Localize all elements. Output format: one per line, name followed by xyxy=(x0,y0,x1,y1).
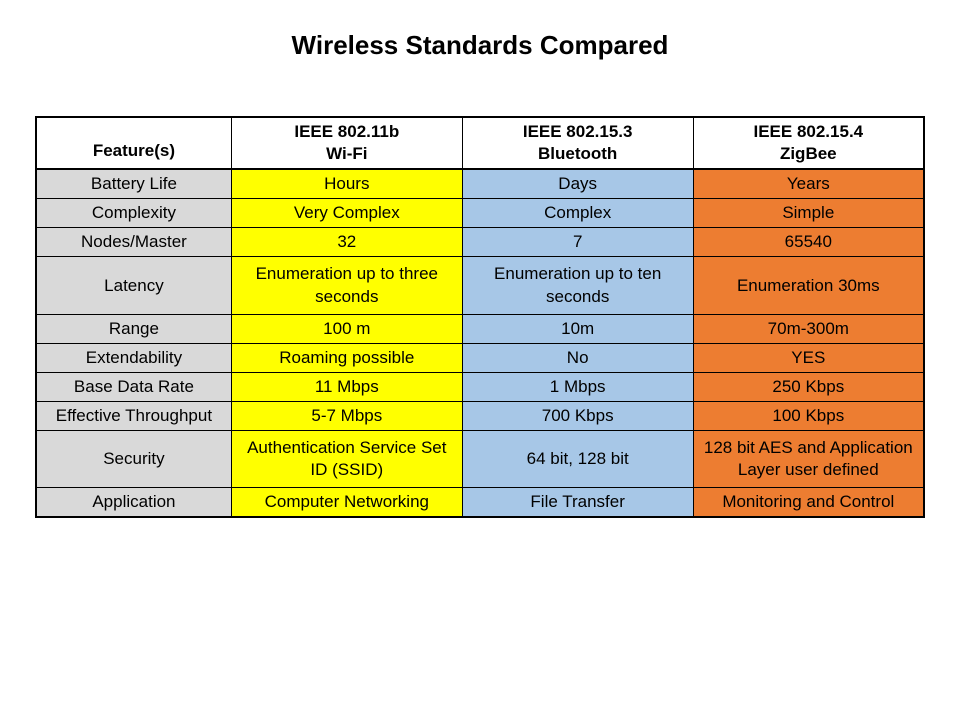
bluetooth-cell: 10m xyxy=(462,314,693,343)
bluetooth-cell: 1 Mbps xyxy=(462,372,693,401)
header-wifi-line2: Wi-Fi xyxy=(238,143,456,165)
feature-cell: Extendability xyxy=(36,343,231,372)
header-wifi-line1: IEEE 802.11b xyxy=(238,121,456,143)
zigbee-cell: Enumeration 30ms xyxy=(693,257,924,314)
wifi-cell: Enumeration up to three seconds xyxy=(231,257,462,314)
bluetooth-cell: No xyxy=(462,343,693,372)
table-row: Nodes/Master32765540 xyxy=(36,228,924,257)
table-row: Range100 m10m70m-300m xyxy=(36,314,924,343)
table-row: Base Data Rate11 Mbps1 Mbps250 Kbps xyxy=(36,372,924,401)
table-row: SecurityAuthentication Service Set ID (S… xyxy=(36,431,924,488)
header-bluetooth: IEEE 802.15.3 Bluetooth xyxy=(462,117,693,169)
wifi-cell: 32 xyxy=(231,228,462,257)
zigbee-cell: 128 bit AES and Application Layer user d… xyxy=(693,431,924,488)
comparison-table: Feature(s) IEEE 802.11b Wi-Fi IEEE 802.1… xyxy=(35,116,925,518)
zigbee-cell: Simple xyxy=(693,199,924,228)
table-row: Battery LifeHoursDaysYears xyxy=(36,169,924,199)
bluetooth-cell: Complex xyxy=(462,199,693,228)
feature-cell: Base Data Rate xyxy=(36,372,231,401)
bluetooth-cell: Days xyxy=(462,169,693,199)
table-row: LatencyEnumeration up to three secondsEn… xyxy=(36,257,924,314)
header-feature-label: Feature(s) xyxy=(36,117,231,169)
page-title: Wireless Standards Compared xyxy=(0,0,960,116)
feature-cell: Complexity xyxy=(36,199,231,228)
zigbee-cell: YES xyxy=(693,343,924,372)
header-bluetooth-line1: IEEE 802.15.3 xyxy=(469,121,687,143)
feature-cell: Nodes/Master xyxy=(36,228,231,257)
feature-cell: Range xyxy=(36,314,231,343)
wifi-cell: Very Complex xyxy=(231,199,462,228)
bluetooth-cell: 7 xyxy=(462,228,693,257)
table-row: ComplexityVery ComplexComplexSimple xyxy=(36,199,924,228)
wifi-cell: 11 Mbps xyxy=(231,372,462,401)
table-row: ApplicationComputer NetworkingFile Trans… xyxy=(36,488,924,518)
wifi-cell: 100 m xyxy=(231,314,462,343)
header-bluetooth-line2: Bluetooth xyxy=(469,143,687,165)
header-zigbee-line1: IEEE 802.15.4 xyxy=(700,121,917,143)
bluetooth-cell: Enumeration up to ten seconds xyxy=(462,257,693,314)
feature-cell: Effective Throughput xyxy=(36,401,231,430)
table-header-row: Feature(s) IEEE 802.11b Wi-Fi IEEE 802.1… xyxy=(36,117,924,169)
wifi-cell: Roaming possible xyxy=(231,343,462,372)
feature-cell: Security xyxy=(36,431,231,488)
comparison-table-container: Feature(s) IEEE 802.11b Wi-Fi IEEE 802.1… xyxy=(35,116,925,518)
header-wifi: IEEE 802.11b Wi-Fi xyxy=(231,117,462,169)
feature-cell: Battery Life xyxy=(36,169,231,199)
bluetooth-cell: 700 Kbps xyxy=(462,401,693,430)
wifi-cell: 5-7 Mbps xyxy=(231,401,462,430)
header-zigbee: IEEE 802.15.4 ZigBee xyxy=(693,117,924,169)
table-body: Battery LifeHoursDaysYearsComplexityVery… xyxy=(36,169,924,517)
zigbee-cell: Years xyxy=(693,169,924,199)
zigbee-cell: 70m-300m xyxy=(693,314,924,343)
feature-cell: Latency xyxy=(36,257,231,314)
zigbee-cell: 65540 xyxy=(693,228,924,257)
header-zigbee-line2: ZigBee xyxy=(700,143,917,165)
zigbee-cell: Monitoring and Control xyxy=(693,488,924,518)
table-row: ExtendabilityRoaming possibleNoYES xyxy=(36,343,924,372)
zigbee-cell: 100 Kbps xyxy=(693,401,924,430)
table-row: Effective Throughput5-7 Mbps700 Kbps100 … xyxy=(36,401,924,430)
wifi-cell: Authentication Service Set ID (SSID) xyxy=(231,431,462,488)
bluetooth-cell: File Transfer xyxy=(462,488,693,518)
bluetooth-cell: 64 bit, 128 bit xyxy=(462,431,693,488)
zigbee-cell: 250 Kbps xyxy=(693,372,924,401)
feature-cell: Application xyxy=(36,488,231,518)
wifi-cell: Computer Networking xyxy=(231,488,462,518)
wifi-cell: Hours xyxy=(231,169,462,199)
